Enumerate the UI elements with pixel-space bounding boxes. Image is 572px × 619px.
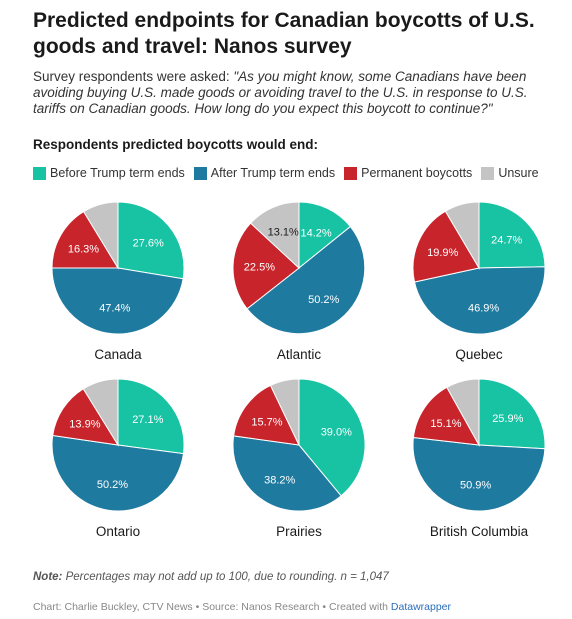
pie-label-prairies-before-trump-term-ends: 39.0% xyxy=(321,427,352,439)
legend-item-after: After Trump term ends xyxy=(193,166,336,180)
pie-label-canada-after-trump-term-ends: 47.4% xyxy=(99,303,130,315)
pie-title-british-columbia: British Columbia xyxy=(430,524,529,539)
note-label: Note: xyxy=(33,571,63,583)
pie-label-atlantic-unsure: 13.1% xyxy=(268,227,299,239)
chart-subheading: Respondents predicted boycotts would end… xyxy=(33,137,319,152)
legend-swatch-permanent xyxy=(344,166,358,180)
pie-slice-canada-unsure xyxy=(83,201,119,270)
pie-slice-quebec-after-trump-term-ends xyxy=(413,266,546,335)
pie-british-columbia: 25.9% 50.9% 15.1% British Columbia xyxy=(412,378,546,539)
pie-slice-canada-before-trump-term-ends xyxy=(117,201,185,280)
pie-slice-prairies-before-trump-term-ends xyxy=(298,378,366,497)
pie-slice-ontario-before-trump-term-ends xyxy=(117,378,185,455)
description-prefix: Survey respondents were asked: xyxy=(33,69,234,84)
survey-description: Survey respondents were asked: "As you m… xyxy=(33,69,553,117)
pie-slice-atlantic-after-trump-term-ends xyxy=(246,225,366,335)
legend-swatch-unsure xyxy=(481,166,495,180)
credit-text: Chart: Charlie Buckley, CTV News • Sourc… xyxy=(33,601,391,613)
pie-label-quebec-after-trump-term-ends: 46.9% xyxy=(468,302,499,314)
note-text: Percentages may not add up to 100, due t… xyxy=(62,571,389,583)
legend-label-permanent: Permanent boycotts xyxy=(361,166,473,180)
legend-label-before: Before Trump term ends xyxy=(50,166,185,180)
pie-slice-ontario-after-trump-term-ends xyxy=(51,434,184,512)
footnote: Note: Percentages may not add up to 100,… xyxy=(33,571,389,583)
pie-slice-quebec-before-trump-term-ends xyxy=(478,201,546,269)
pie-label-atlantic-after-trump-term-ends: 50.2% xyxy=(308,294,339,306)
legend: Before Trump term ends After Trump term … xyxy=(33,166,548,180)
pie-slice-quebec-unsure xyxy=(444,201,480,270)
legend-item-permanent: Permanent boycotts xyxy=(344,166,472,180)
pie-label-ontario-before-trump-term-ends: 27.1% xyxy=(132,414,163,426)
pie-slice-canada-after-trump-term-ends xyxy=(51,267,184,335)
pie-label-ontario-permanent-boycotts: 13.9% xyxy=(69,418,100,430)
pie-label-atlantic-before-trump-term-ends: 14.2% xyxy=(300,227,331,239)
pie-label-prairies-after-trump-term-ends: 38.2% xyxy=(264,475,295,487)
pie-slice-prairies-unsure xyxy=(269,378,300,446)
pie-atlantic: 14.2% 50.2% 22.5% 13.1% Atlantic xyxy=(232,201,366,362)
pie-slice-british-columbia-permanent-boycotts xyxy=(412,386,480,446)
legend-label-unsure: Unsure xyxy=(498,166,539,180)
pie-title-canada: Canada xyxy=(94,347,142,362)
pie-slice-prairies-after-trump-term-ends xyxy=(232,435,342,512)
pie-title-prairies: Prairies xyxy=(276,524,322,539)
pie-label-quebec-before-trump-term-ends: 24.7% xyxy=(491,235,522,247)
source-credit: Chart: Charlie Buckley, CTV News • Sourc… xyxy=(33,601,451,613)
pie-prairies: 39.0% 38.2% 15.7% Prairies xyxy=(232,378,366,539)
pie-slice-british-columbia-unsure xyxy=(446,378,480,447)
pie-label-ontario-after-trump-term-ends: 50.2% xyxy=(97,479,128,491)
pie-label-quebec-permanent-boycotts: 19.9% xyxy=(427,247,458,259)
legend-item-before: Before Trump term ends xyxy=(33,166,185,180)
pie-ontario: 27.1% 50.2% 13.9% Ontario xyxy=(51,378,185,539)
pie-slice-canada-permanent-boycotts xyxy=(51,210,119,269)
pie-slice-atlantic-before-trump-term-ends xyxy=(298,201,352,270)
pie-slice-prairies-permanent-boycotts xyxy=(233,384,300,446)
pie-charts: 27.6% 47.4% 16.3% Canada 14.2% 50.2% 22.5% 13.1… xyxy=(51,201,546,539)
legend-swatch-before xyxy=(33,166,46,180)
pie-label-british-columbia-after-trump-term-ends: 50.9% xyxy=(460,480,491,492)
pie-slice-atlantic-unsure xyxy=(249,201,300,270)
pie-slice-british-columbia-before-trump-term-ends xyxy=(478,378,546,450)
pie-slice-atlantic-permanent-boycotts xyxy=(232,222,300,310)
pie-label-british-columbia-before-trump-term-ends: 25.9% xyxy=(492,413,523,425)
pie-label-prairies-permanent-boycotts: 15.7% xyxy=(251,417,282,429)
pie-quebec: 24.7% 46.9% 19.9% Quebec xyxy=(412,201,546,362)
pie-canada: 27.6% 47.4% 16.3% Canada xyxy=(51,201,185,362)
chart-title: Predicted endpoints for Canadian boycott… xyxy=(33,9,535,58)
legend-swatch-after xyxy=(193,166,207,180)
datawrapper-link[interactable]: Datawrapper xyxy=(390,601,452,613)
pie-label-canada-before-trump-term-ends: 27.6% xyxy=(133,237,164,249)
legend-label-after: After Trump term ends xyxy=(210,166,336,180)
pie-title-ontario: Ontario xyxy=(96,524,140,539)
pie-label-canada-permanent-boycotts: 16.3% xyxy=(68,244,99,256)
pie-title-atlantic: Atlantic xyxy=(277,347,322,362)
pie-label-atlantic-permanent-boycotts: 22.5% xyxy=(244,261,275,273)
pie-title-quebec: Quebec xyxy=(455,347,503,362)
pie-label-british-columbia-permanent-boycotts: 15.1% xyxy=(430,418,461,430)
pie-slice-ontario-unsure xyxy=(82,378,119,447)
survey-question: "As you might know, some Canadians have … xyxy=(33,69,528,116)
pie-slice-quebec-permanent-boycotts xyxy=(412,210,480,283)
legend-item-unsure: Unsure xyxy=(481,166,539,180)
pie-slice-british-columbia-after-trump-term-ends xyxy=(412,436,546,512)
pie-slice-ontario-permanent-boycotts xyxy=(52,388,119,446)
